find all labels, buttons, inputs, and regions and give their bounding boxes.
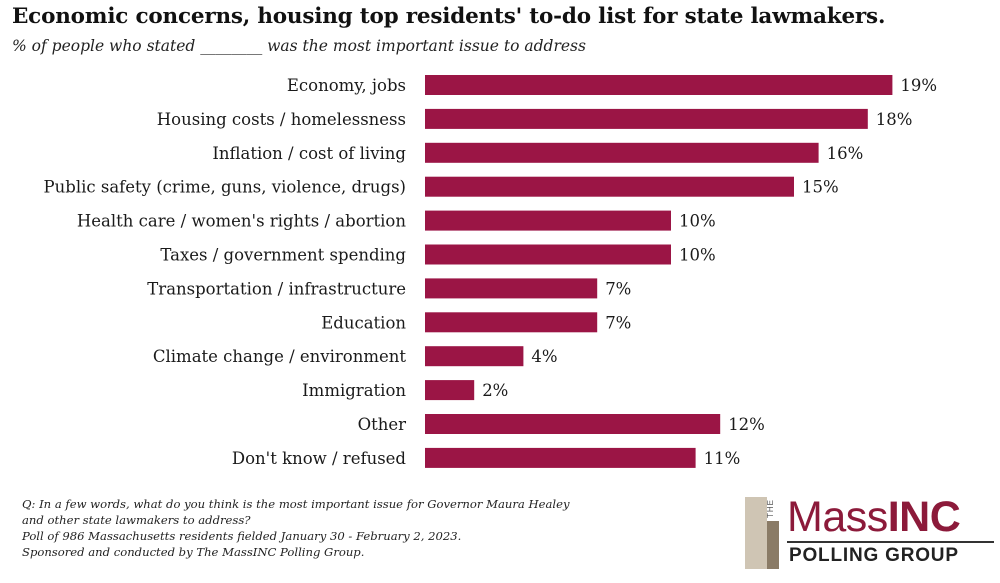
bar: [425, 414, 721, 434]
bar: [425, 312, 598, 333]
value-label: 16%: [827, 144, 864, 163]
category-label: Immigration: [302, 381, 406, 400]
value-label: 2%: [482, 381, 508, 400]
category-label: Climate change / environment: [153, 347, 406, 366]
footnote-line: and other state lawmakers to address?: [22, 513, 251, 527]
bar: [425, 75, 893, 95]
logo-the-text: THE: [766, 499, 775, 518]
footnote-line: Poll of 986 Massachusetts residents fiel…: [22, 529, 462, 543]
category-label: Don't know / refused: [232, 449, 407, 468]
bar: [425, 346, 524, 367]
logo-bar-light: [745, 497, 767, 569]
value-label: 7%: [605, 313, 631, 332]
bar: [425, 108, 868, 129]
logo-inc-text: INC: [887, 493, 961, 541]
category-label: Public safety (crime, guns, violence, dr…: [44, 178, 406, 197]
footnote-line: Sponsored and conducted by The MassINC P…: [22, 545, 365, 559]
value-label: 10%: [679, 212, 716, 231]
logo-subtitle: POLLING GROUP: [789, 545, 959, 566]
bar: [425, 142, 819, 163]
value-label: 18%: [876, 110, 913, 129]
footnote-line: Q: In a few words, what do you think is …: [22, 497, 570, 511]
chart-title: Economic concerns, housing top residents…: [12, 4, 886, 29]
bar-chart: Economy, jobs 19% Housing costs / homeless…: [44, 75, 937, 468]
category-label: Transportation / infrastructure: [147, 279, 406, 298]
logo-name: MassINC: [787, 491, 961, 543]
value-label: 15%: [802, 178, 839, 197]
category-label: Economy, jobs: [287, 76, 406, 95]
bar: [425, 380, 475, 401]
bar: [425, 278, 598, 299]
category-label: Housing costs / homelessness: [157, 110, 406, 129]
category-label: Inflation / cost of living: [212, 144, 406, 163]
value-label: 10%: [679, 246, 716, 265]
massinc-logo: THE MassINC POLLING GROUP: [745, 493, 995, 569]
value-label: 19%: [900, 76, 937, 95]
logo-mass-text: Mass: [787, 493, 888, 541]
logo-divider: [787, 541, 994, 543]
category-label: Health care / women's rights / abortion: [77, 212, 406, 231]
bar: [425, 176, 794, 197]
value-label: 7%: [605, 279, 631, 298]
value-label: 12%: [728, 415, 765, 434]
category-label: Taxes / government spending: [160, 246, 406, 265]
bar: [425, 447, 696, 468]
footnote: Q: In a few words, what do you think is …: [22, 496, 570, 560]
category-label: Other: [358, 415, 407, 434]
value-label: 4%: [531, 347, 557, 366]
bar: [425, 210, 671, 231]
chart-subtitle: % of people who stated ________ was the …: [12, 37, 586, 55]
value-label: 11%: [704, 449, 741, 468]
bar: [425, 244, 671, 265]
category-label: Education: [321, 313, 406, 332]
logo-bar-dark: [767, 521, 779, 569]
